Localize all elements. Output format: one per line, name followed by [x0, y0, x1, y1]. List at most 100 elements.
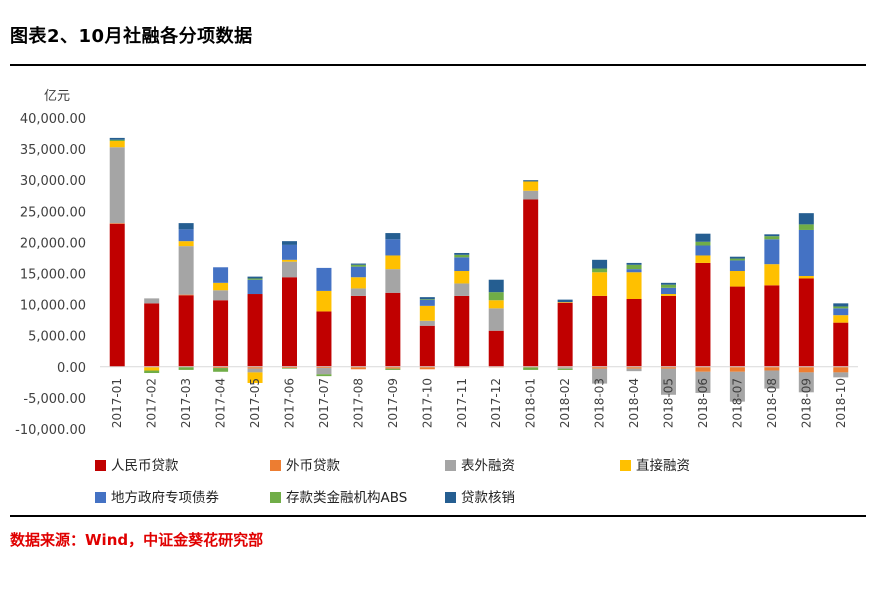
stacked-bar-chart: 亿元 -10,000.00 -5,000.00 0.00 5,000.00 10,000.…	[15, 89, 858, 506]
bar-segment	[661, 295, 676, 367]
bar-segment	[178, 246, 194, 295]
bar-segment	[144, 298, 160, 304]
bar-segment	[109, 147, 125, 224]
legend-swatch	[270, 460, 281, 471]
bar-segment	[109, 223, 125, 367]
legend-swatch	[95, 492, 106, 503]
bar-segment	[385, 255, 401, 270]
y-axis: 亿元 -10,000.00 -5,000.00 0.00 5,000.00 10,000.…	[15, 89, 86, 438]
bar-segment	[523, 180, 539, 182]
bar-segment	[626, 264, 642, 270]
bar-segment	[316, 311, 332, 367]
bar-segment	[247, 294, 263, 367]
bar-segment	[661, 282, 676, 285]
bar-segment	[661, 366, 676, 369]
bar-segment	[729, 371, 745, 402]
bar-segment	[316, 290, 332, 312]
bar-segment	[454, 295, 470, 367]
bar-segment	[764, 239, 780, 265]
bar-segment	[764, 285, 780, 367]
bar-segment	[798, 372, 814, 393]
bar-segment	[316, 368, 332, 375]
bar-segment	[213, 267, 229, 283]
legend-label: 存款类金融机构ABS	[286, 490, 407, 506]
x-tick-label: 2018-07	[730, 378, 744, 428]
x-tick-label: 2017-05	[248, 378, 262, 428]
bar-segment	[695, 366, 711, 372]
bar-segment	[488, 279, 504, 293]
bar-segment	[109, 223, 125, 224]
x-tick-label: 2018-10	[834, 378, 848, 428]
bar-segment	[592, 272, 608, 296]
bar-segment	[282, 241, 297, 245]
y-tick-label: 15,000.00	[20, 268, 86, 283]
bar-segment	[523, 199, 539, 367]
bar-segment	[661, 368, 676, 395]
bar-area	[109, 137, 849, 402]
bar-segment	[833, 306, 849, 309]
bar-segment	[729, 271, 745, 287]
bar-segment	[350, 295, 366, 367]
bar-segment	[798, 278, 814, 367]
bar-segment	[178, 241, 194, 247]
bar-segment	[350, 263, 366, 265]
bar-segment	[557, 299, 573, 303]
bar-segment	[626, 299, 642, 367]
y-tick-label: 40,000.00	[20, 112, 86, 127]
bar-segment	[626, 262, 642, 265]
bar-segment	[798, 213, 814, 225]
legend-swatch	[620, 460, 631, 471]
legend-label: 表外融资	[461, 458, 515, 474]
legend-label: 直接融资	[636, 457, 690, 474]
bar-segment	[695, 233, 711, 242]
bar-segment	[833, 308, 849, 316]
bar-segment	[350, 277, 366, 289]
bar-segment	[729, 258, 745, 261]
bar-segment	[178, 223, 194, 230]
x-tick-label: 2018-01	[524, 378, 538, 428]
x-tick-label: 2017-09	[386, 378, 400, 428]
bar-segment	[454, 254, 470, 258]
bar-segment	[592, 295, 608, 367]
bar-segment	[557, 302, 573, 303]
bar-segment	[833, 366, 849, 373]
bar-segment	[764, 370, 780, 389]
bar-segment	[454, 271, 470, 284]
bar-segment	[350, 366, 366, 370]
bar-segment	[247, 276, 263, 279]
bar-segment	[626, 269, 642, 273]
bar-segment	[695, 241, 711, 246]
bar-segment	[316, 374, 332, 377]
bar-segment	[144, 370, 160, 374]
legend-label: 人民币贷款	[111, 458, 179, 474]
x-tick-label: 2017-07	[317, 378, 331, 428]
bar-segment	[523, 367, 539, 370]
y-tick-label: -10,000.00	[15, 423, 86, 438]
bar-segment	[247, 366, 263, 369]
data-source-note: 数据来源：Wind，中证金葵花研究部	[10, 531, 264, 549]
bar-segment	[764, 366, 780, 371]
bar-segment	[178, 229, 194, 242]
bar-segment	[798, 366, 814, 373]
bar-segment	[488, 292, 504, 301]
bar-segment	[213, 300, 229, 367]
bar-segment	[454, 252, 470, 255]
bar-segment	[213, 368, 229, 372]
bar-segment	[316, 366, 332, 369]
bar-segment	[419, 305, 435, 321]
bar-segment	[626, 272, 642, 300]
bar-segment	[213, 282, 229, 291]
bar-segment	[798, 229, 814, 276]
bar-segment	[695, 371, 711, 393]
bar-segment	[419, 299, 435, 306]
bar-segment	[764, 234, 780, 237]
bar-segment	[282, 259, 297, 262]
x-tick-label: 2017-12	[489, 378, 503, 428]
bar-segment	[419, 297, 435, 300]
x-tick-label: 2017-06	[283, 378, 297, 428]
bar-segment	[454, 257, 470, 272]
bar-segment	[385, 239, 401, 256]
x-tick-label: 2018-02	[558, 378, 572, 428]
bar-segment	[419, 325, 435, 367]
bar-segment	[419, 366, 435, 370]
